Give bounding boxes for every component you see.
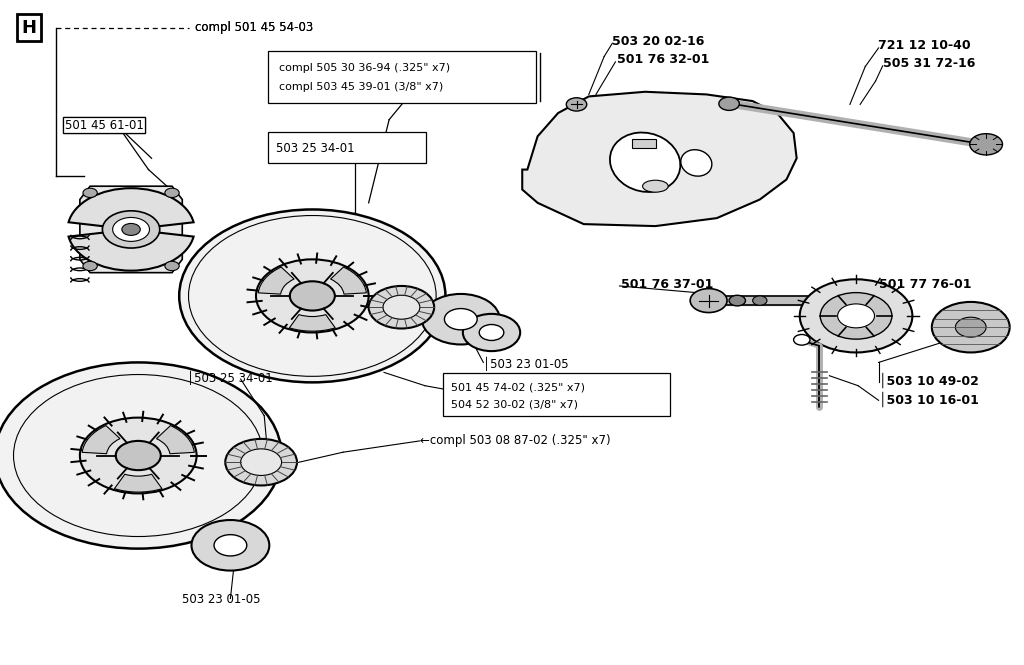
Wedge shape [331,267,367,294]
Circle shape [800,279,912,352]
FancyBboxPatch shape [443,373,670,416]
Polygon shape [80,186,182,273]
Circle shape [479,325,504,340]
Wedge shape [69,229,194,271]
Circle shape [690,289,727,313]
Text: 501 76 32-01: 501 76 32-01 [617,53,710,66]
Text: H: H [22,19,36,37]
Circle shape [838,304,874,328]
FancyBboxPatch shape [268,132,426,163]
Wedge shape [69,188,194,229]
Text: ←compl 503 08 87-02 (.325" x7): ←compl 503 08 87-02 (.325" x7) [420,434,610,448]
Circle shape [444,309,477,330]
Text: 501 45 61-01: 501 45 61-01 [65,118,143,132]
Circle shape [820,293,892,339]
Circle shape [225,439,297,485]
Polygon shape [522,92,797,226]
Circle shape [955,317,986,337]
Circle shape [369,286,434,329]
Text: 501 77 76-01: 501 77 76-01 [879,278,971,291]
Circle shape [729,295,745,306]
Circle shape [422,294,500,344]
Circle shape [794,334,810,345]
Circle shape [463,314,520,351]
Circle shape [290,281,335,311]
Text: compl 505 30 36-94 (.325" x7): compl 505 30 36-94 (.325" x7) [279,63,450,72]
Circle shape [83,261,97,271]
Text: │503 10 16-01: │503 10 16-01 [879,391,979,407]
Ellipse shape [643,180,668,192]
Ellipse shape [610,132,680,192]
Text: compl 501 45 54-03: compl 501 45 54-03 [195,21,312,35]
Circle shape [753,296,767,305]
FancyBboxPatch shape [268,51,536,103]
Text: │503 25 34-01: │503 25 34-01 [187,370,273,385]
Ellipse shape [681,150,712,176]
Text: 505 31 72-16: 505 31 72-16 [883,57,975,70]
Text: 501 76 37-01: 501 76 37-01 [621,278,713,291]
Wedge shape [82,426,120,454]
Circle shape [179,209,445,382]
Text: 501 45 74-02 (.325" x7): 501 45 74-02 (.325" x7) [451,382,585,392]
Circle shape [165,261,179,271]
Wedge shape [290,315,335,331]
Text: compl 501 45 54-03: compl 501 45 54-03 [195,21,312,35]
Text: 504 52 30-02 (3/8" x7): 504 52 30-02 (3/8" x7) [451,399,578,409]
Circle shape [83,188,97,198]
Circle shape [214,535,247,556]
Circle shape [566,98,587,111]
Circle shape [241,449,282,475]
Text: │503 23 01-05: │503 23 01-05 [483,356,569,371]
Wedge shape [115,474,162,492]
Circle shape [122,223,140,235]
FancyBboxPatch shape [632,139,656,148]
Circle shape [102,211,160,248]
Text: │503 10 49-02: │503 10 49-02 [879,372,979,388]
Wedge shape [157,426,195,454]
Circle shape [80,418,197,493]
Circle shape [191,520,269,571]
Circle shape [383,295,420,319]
Text: 721 12 10-40: 721 12 10-40 [878,39,970,52]
Circle shape [116,441,161,470]
Circle shape [0,362,282,549]
Text: 501 45 61-01: 501 45 61-01 [65,118,143,132]
Circle shape [932,302,1010,352]
Circle shape [113,217,150,241]
Circle shape [165,188,179,198]
Text: 503 25 34-01: 503 25 34-01 [276,142,355,156]
Text: 503 20 02-16: 503 20 02-16 [612,35,705,48]
Text: compl 503 45 39-01 (3/8" x7): compl 503 45 39-01 (3/8" x7) [279,82,442,92]
Circle shape [970,134,1002,155]
Circle shape [719,97,739,110]
Circle shape [256,259,369,332]
Wedge shape [258,267,294,294]
Text: 503 23 01-05: 503 23 01-05 [182,593,261,606]
